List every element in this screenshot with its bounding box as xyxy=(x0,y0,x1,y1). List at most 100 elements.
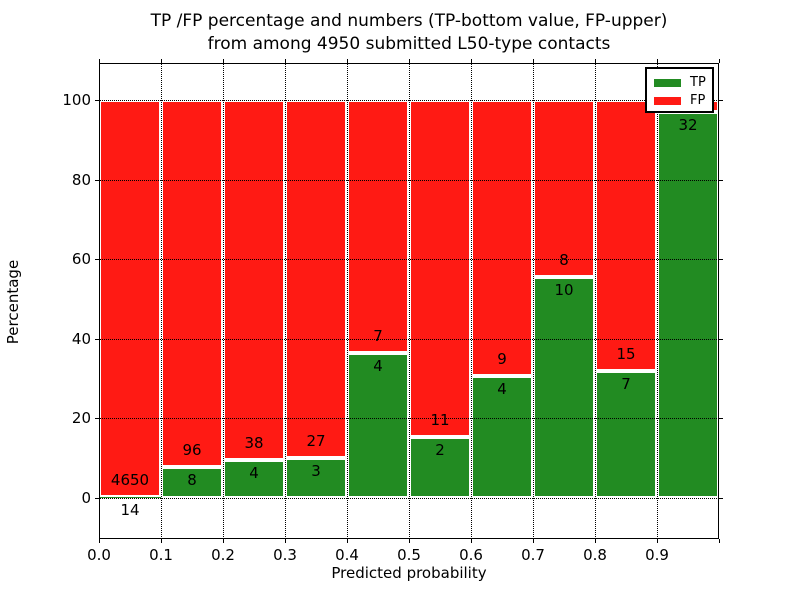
x-tick-mark xyxy=(223,539,224,543)
y-tick-label: 40 xyxy=(71,329,91,348)
x-tick-mark-top xyxy=(285,59,286,63)
tp-bar-segment xyxy=(347,353,409,498)
x-tick-mark-top xyxy=(471,59,472,63)
fp-bar-segment xyxy=(595,100,657,372)
x-tick-label: 0.7 xyxy=(521,546,545,564)
y-tick-mark-right xyxy=(719,100,723,101)
y-tick-mark xyxy=(95,259,99,261)
legend-label: FP xyxy=(690,93,706,108)
gridline-vertical xyxy=(533,63,534,539)
gridline-horizontal xyxy=(99,418,719,420)
gridline-horizontal xyxy=(99,100,719,101)
gridline-vertical xyxy=(223,63,224,539)
legend-label: TP xyxy=(690,75,706,90)
x-tick-mark xyxy=(161,539,162,543)
x-tick-mark xyxy=(409,539,410,543)
gridline-vertical xyxy=(409,63,410,539)
x-tick-mark-top xyxy=(223,59,224,63)
tp-count-label: 4 xyxy=(373,357,383,376)
y-tick-mark xyxy=(95,418,99,420)
x-axis-label: Predicted probability xyxy=(331,564,487,582)
fp-bar-segment xyxy=(223,100,285,461)
tp-bar-segment xyxy=(161,467,223,498)
fp-bar-segment xyxy=(471,100,533,376)
tp-bar-segment xyxy=(99,496,161,498)
x-tick-label: 0.2 xyxy=(211,546,235,564)
x-tick-label: 0.8 xyxy=(583,546,607,564)
legend-entry-tp: TP xyxy=(654,74,706,92)
tp-swatch xyxy=(654,79,681,87)
x-tick-mark-top xyxy=(409,59,410,63)
x-tick-mark xyxy=(471,539,472,543)
fp-swatch xyxy=(654,97,681,105)
y-tick-mark xyxy=(95,498,99,499)
x-tick-mark-top xyxy=(657,59,658,63)
tp-count-label: 10 xyxy=(554,280,574,299)
x-tick-mark xyxy=(533,539,534,543)
gridline-horizontal xyxy=(99,498,719,499)
y-tick-mark xyxy=(95,179,99,181)
gridline-horizontal xyxy=(99,259,719,261)
x-tick-mark xyxy=(657,539,658,543)
x-tick-label: 0.6 xyxy=(459,546,483,564)
fp-bar-segment xyxy=(99,100,161,497)
fp-count-label: 96 xyxy=(182,441,202,460)
tp-count-label: 2 xyxy=(435,440,445,459)
fp-bar-segment xyxy=(409,100,471,437)
y-tick-mark xyxy=(95,100,99,101)
fp-count-label: 9 xyxy=(497,349,507,368)
x-tick-mark xyxy=(347,539,348,543)
y-tick-label: 60 xyxy=(71,250,91,269)
gridline-vertical xyxy=(285,63,286,539)
x-tick-label: 0.3 xyxy=(273,546,297,564)
tp-bar-segment xyxy=(657,112,719,498)
tp-bar-segment xyxy=(533,276,595,498)
x-tick-label: 0.5 xyxy=(397,546,421,564)
gridline-horizontal xyxy=(99,179,719,181)
tp-bar-segment xyxy=(409,436,471,498)
y-tick-mark xyxy=(95,338,99,340)
fp-count-label: 11 xyxy=(430,410,450,429)
gridline-vertical xyxy=(347,63,348,539)
x-tick-mark xyxy=(719,539,720,543)
x-tick-mark xyxy=(595,539,596,543)
legend: TP FP xyxy=(645,67,714,113)
x-tick-label: 0.9 xyxy=(645,546,669,564)
tp-bar-segment xyxy=(595,371,657,498)
x-tick-mark-top xyxy=(347,59,348,63)
x-tick-mark-top xyxy=(99,59,100,63)
gridline-vertical xyxy=(471,63,472,539)
tp-count-label: 7 xyxy=(621,375,631,394)
chart-title-line1: TP /FP percentage and numbers (TP-bottom… xyxy=(150,11,668,31)
legend-entry-fp: FP xyxy=(654,92,705,110)
fp-count-label: 38 xyxy=(244,434,264,453)
x-tick-mark xyxy=(285,539,286,543)
y-tick-mark-right xyxy=(719,418,723,420)
x-tick-label: 0.0 xyxy=(87,546,111,564)
chart-title: TP /FP percentage and numbers (TP-bottom… xyxy=(99,10,719,56)
fp-count-label: 15 xyxy=(616,345,636,364)
tp-count-label: 4 xyxy=(249,464,259,483)
gridline-vertical xyxy=(161,63,162,539)
fp-count-label: 7 xyxy=(373,327,383,346)
x-tick-label: 0.1 xyxy=(149,546,173,564)
tp-count-label: 32 xyxy=(678,116,698,135)
x-tick-mark-top xyxy=(595,59,596,63)
x-tick-label: 0.4 xyxy=(335,546,359,564)
y-axis-label: Percentage xyxy=(4,259,22,345)
tp-count-label: 8 xyxy=(187,471,197,490)
fp-bar-segment xyxy=(347,100,409,354)
y-tick-label: 100 xyxy=(62,91,91,109)
y-tick-label: 80 xyxy=(71,170,91,189)
y-tick-mark-right xyxy=(719,338,723,340)
x-tick-mark-top xyxy=(161,59,162,63)
fp-bar-segment xyxy=(285,100,347,459)
chart-title-line2: from among 4950 submitted L50-type conta… xyxy=(207,34,611,54)
plot-area: 4650 14 96 8 38 4 27 3 7 4 11 2 9 4 8 10 15 7 32 0.0 0.1 0.2 0… xyxy=(62,59,723,564)
fp-count-label: 4650 xyxy=(110,470,150,489)
x-tick-mark xyxy=(99,539,100,543)
fp-count-label: 27 xyxy=(306,432,326,451)
y-tick-mark-right xyxy=(719,498,723,499)
tp-bar-segment xyxy=(471,375,533,498)
